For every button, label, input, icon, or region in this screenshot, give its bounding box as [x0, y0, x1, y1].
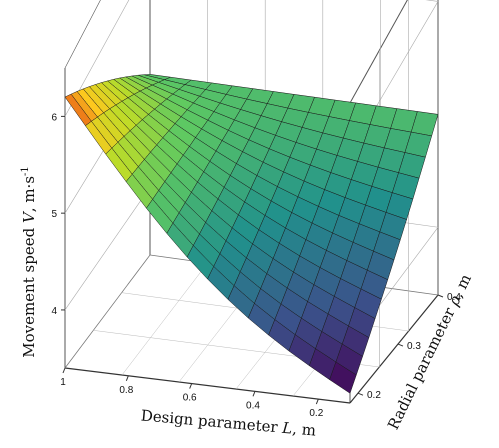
grid-line [425, 0, 439, 2]
x-tick-label: 0.6 [183, 393, 197, 404]
floor-edge [349, 294, 439, 404]
y-tick [437, 294, 444, 298]
wall-edge [64, 0, 101, 69]
x-tick-label: 0.8 [119, 385, 133, 396]
z-tick-label: 5 [51, 209, 57, 220]
floor-edge [64, 367, 351, 404]
y-tick-label: 0.2 [367, 390, 381, 401]
wall-edge [349, 0, 408, 104]
z-tick-label: 4 [51, 306, 57, 317]
x-axis-label: Design parameter L, m [140, 406, 317, 439]
surface-mesh [64, 74, 439, 394]
x-tick-label: 1 [60, 377, 66, 388]
z-tick-label: 6 [51, 112, 57, 123]
y-tick-label: 0.4 [447, 292, 461, 303]
x-tick [62, 367, 66, 374]
tick-labels: 4 5 6 1 0.8 0.6 0.4 0.2 0.2 0.3 0.4 [51, 112, 461, 419]
y-tick [397, 343, 404, 347]
y-axis-label: Radial parameter ρ, m [384, 271, 475, 432]
grid-line [64, 187, 151, 311]
surface-cell [329, 361, 357, 394]
x-tick [252, 391, 256, 397]
x-tick-label: 0.2 [309, 408, 323, 419]
x-tick [315, 398, 319, 405]
x-tick [189, 383, 193, 389]
grid-line [121, 262, 208, 376]
x-tick-label: 0.4 [246, 400, 260, 411]
y-tick-label: 0.3 [407, 341, 421, 352]
x-tick [125, 375, 129, 381]
z-axis-label: Movement speed V, m·s-1 [20, 166, 38, 358]
y-tick [357, 392, 364, 396]
floor-edge [64, 254, 151, 369]
